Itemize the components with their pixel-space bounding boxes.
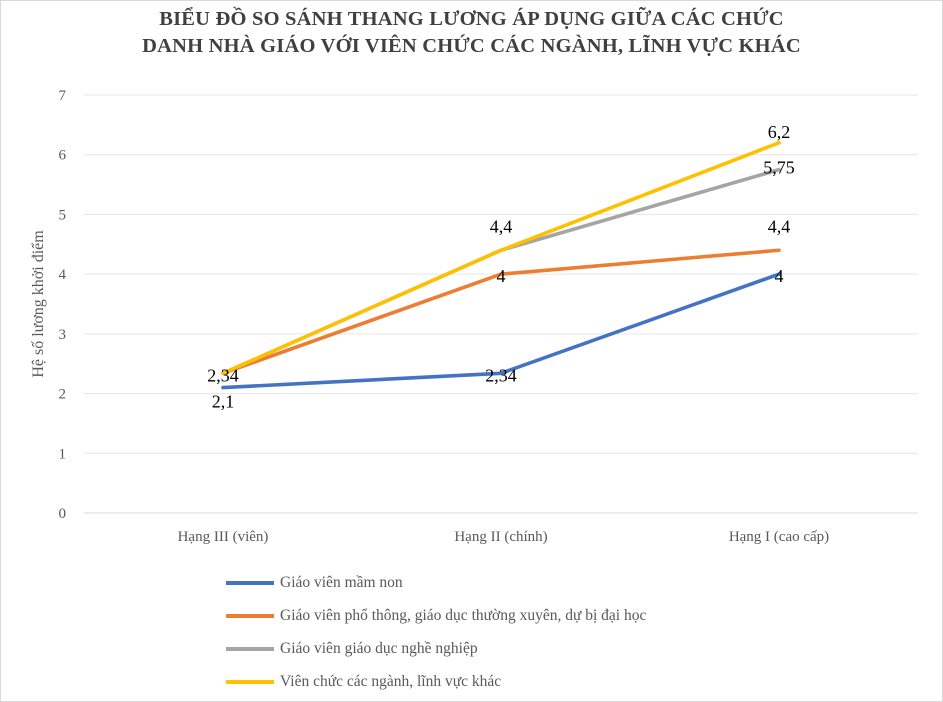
y-tick-label: 5	[59, 207, 67, 223]
legend-label: Giáo viên mầm non	[280, 573, 403, 591]
y-tick-label: 2	[59, 387, 67, 403]
data-label: 2,34	[485, 365, 517, 385]
x-tick-label: Hạng I (cao cấp)	[729, 529, 829, 545]
data-label: 2,34	[207, 365, 239, 385]
legend-item: Viên chức các ngành, lĩnh vực khác	[226, 665, 646, 698]
x-tick-label: Hạng II (chính)	[454, 529, 547, 545]
y-tick-label: 1	[59, 446, 67, 462]
legend-item: Giáo viên giáo dục nghề nghiệp	[226, 632, 646, 665]
chart-title-line-2: DANH NHÀ GIÁO VỚI VIÊN CHỨC CÁC NGÀNH, L…	[142, 35, 801, 57]
legend-label: Giáo viên phổ thông, giáo dục thường xuy…	[280, 606, 647, 624]
data-label: 5,75	[763, 158, 795, 178]
data-label: 2,1	[212, 392, 235, 412]
y-tick-label: 6	[59, 148, 67, 164]
data-label: 4,4	[768, 216, 791, 236]
chart-legend: Giáo viên mầm non Giáo viên phổ thông, gi…	[226, 566, 646, 698]
legend-swatch	[226, 679, 274, 684]
legend-swatch	[226, 580, 274, 585]
data-label: 4	[775, 266, 784, 286]
y-axis-title: Hệ số lương khởi điểm	[30, 230, 47, 378]
legend-label: Viên chức các ngành, lĩnh vực khác	[280, 672, 502, 690]
series-line	[221, 140, 781, 376]
y-tick-label: 3	[59, 327, 67, 343]
legend-swatch	[226, 613, 274, 618]
series-line	[221, 248, 781, 376]
legend-swatch	[226, 646, 274, 651]
data-label: 4	[497, 266, 506, 286]
y-tick-label: 0	[59, 506, 67, 522]
y-tick-label: 7	[59, 88, 67, 104]
chart-title-line-1: BIỂU ĐỒ SO SÁNH THANG LƯƠNG ÁP DỤNG GIỮA…	[159, 8, 784, 30]
legend-label: Giáo viên giáo dục nghề nghiệp	[280, 639, 478, 657]
legend-item: Giáo viên mầm non	[226, 566, 646, 599]
data-label: 4,4	[490, 216, 513, 236]
legend-item: Giáo viên phổ thông, giáo dục thường xuy…	[226, 599, 646, 632]
data-label: 6,2	[768, 122, 791, 142]
y-tick-label: 4	[59, 267, 67, 283]
series-line	[221, 272, 781, 390]
chart-title: BIỂU ĐỒ SO SÁNH THANG LƯƠNG ÁP DỤNG GIỮA…	[0, 6, 943, 60]
x-tick-label: Hạng III (viên)	[178, 529, 269, 545]
